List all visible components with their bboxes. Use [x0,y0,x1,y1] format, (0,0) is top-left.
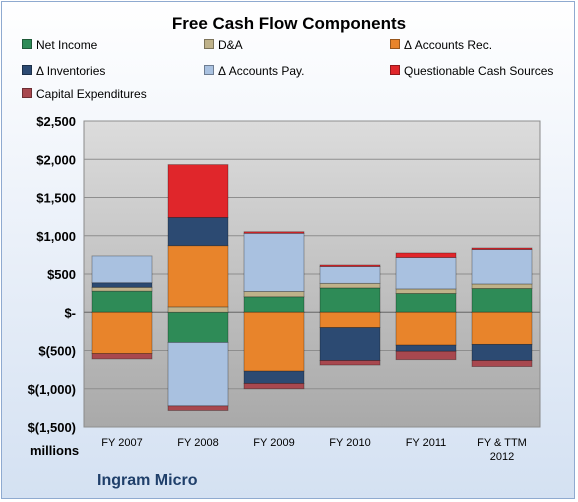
legend-label: D&A [218,38,243,52]
legend-item: Capital Expenditures [22,87,147,101]
bar-segment [395,252,457,258]
y-tick-label: $- [64,305,76,320]
bar-segment [471,249,533,285]
bar-segment [319,360,381,366]
legend-label: Δ Accounts Pay. [218,64,305,78]
units-label: millions [30,443,80,458]
bar-segment [167,245,229,308]
bar-segment [167,311,229,343]
bar-segment [167,306,229,313]
y-tick-label: $1,500 [36,191,76,206]
bar-segment [91,282,153,288]
bar-segment [167,341,229,407]
bar-segment [471,343,533,361]
bar-segment [243,370,305,384]
bar-segment [471,311,533,345]
legend-item: Δ Accounts Pay. [204,64,305,78]
y-tick-label: $(1,000) [28,382,76,397]
y-tick-label: $2,000 [36,152,76,167]
legend-item: Δ Inventories [22,64,105,78]
bar-segment [243,291,305,298]
bar-segment [167,405,229,411]
y-tick-label: $(1,500) [28,420,76,435]
legend-swatch [22,39,32,49]
y-tick-label: $(500) [38,344,76,359]
x-tick-label: FY 2011 [406,437,447,449]
bar-segment [395,288,457,294]
legend-label: Net Income [36,38,98,52]
legend-label: Δ Accounts Rec. [404,38,493,52]
bar-segment [91,353,153,360]
bar-segment [395,293,457,313]
bar-segment [319,327,381,361]
bar-segment [243,231,305,234]
bar-segment [471,283,533,289]
bar-segment [395,311,457,346]
legend-item: Δ Accounts Rec. [390,38,492,52]
bar-segment [91,290,153,313]
company-name: Ingram Micro [97,472,198,489]
legend-label: Capital Expenditures [36,87,147,101]
legend-item: Net Income [22,38,97,52]
bar-segment [243,311,305,372]
x-tick-label: FY 2009 [253,437,294,449]
bar-segment [91,286,153,292]
bar-segment [319,311,381,328]
legend-label: Questionable Cash Sources [404,64,554,78]
x-tick-label: FY 2010 [329,437,370,449]
bar-segment [167,164,229,218]
bar-segment [91,311,153,354]
legend-swatch [390,65,400,75]
bar-segment [395,350,457,361]
bar-segment [91,255,153,284]
bar-segment [319,287,381,313]
legend-item: D&A [204,38,243,52]
y-tick-label: $1,000 [36,229,76,244]
bar-segment [471,288,533,313]
y-tick-label: $500 [47,267,76,282]
legend-swatch [204,65,214,75]
legend-swatch [390,39,400,49]
bar-segment [395,344,457,352]
legend-label: Δ Inventories [36,64,106,78]
bar-segment [319,282,381,289]
y-tick-label: $2,500 [36,114,76,129]
bar-segment [319,266,381,284]
bar-segment [167,216,229,247]
bar-segment [471,360,533,367]
chart-title: Free Cash Flow Components [171,14,407,33]
bar-segment [319,264,381,267]
x-tick-label: FY 2007 [101,437,142,449]
legend-swatch [22,65,32,75]
x-tick-label: FY 2008 [177,437,218,449]
bar-segment [395,257,457,290]
legend-swatch [22,88,32,98]
bar-segment [471,247,533,250]
x-tick-label: 2012 [490,451,514,463]
legend-swatch [204,39,214,49]
x-tick-label: FY & TTM [477,437,527,449]
legend-item: Questionable Cash Sources [390,64,553,78]
bar-segment [243,296,305,313]
bar-segment [243,382,305,390]
bar-segment [243,232,305,292]
